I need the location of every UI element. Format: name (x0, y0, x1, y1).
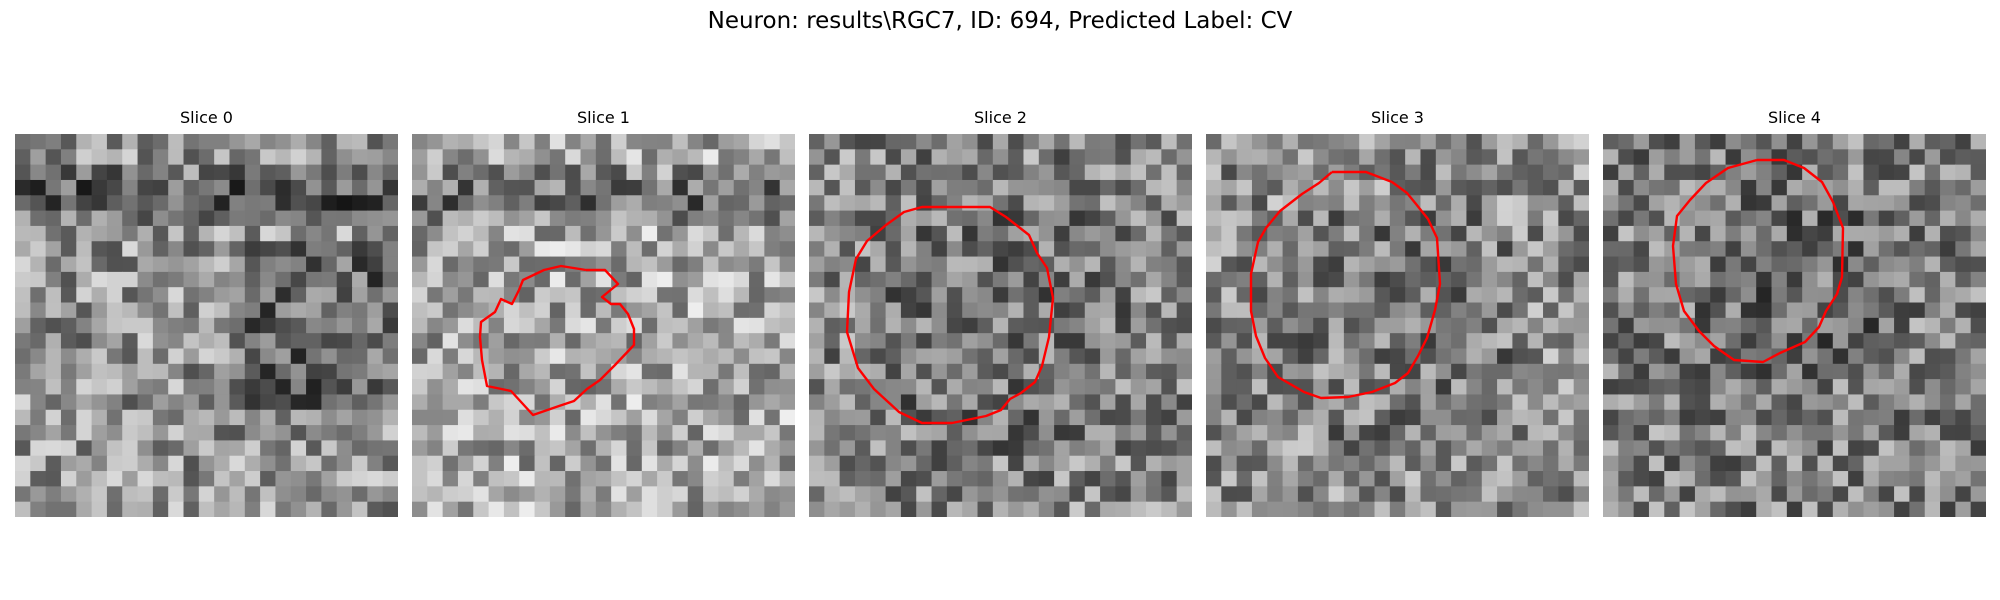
slice-panel-3: Slice 3 (1206, 108, 1589, 517)
slice-image-2 (809, 134, 1192, 517)
segmentation-contour (1671, 158, 1845, 364)
slice-image-4 (1603, 134, 1986, 517)
pixel-grid (1603, 134, 1986, 517)
slice-title-0: Slice 0 (180, 108, 233, 127)
slice-panel-4: Slice 4 (1603, 108, 1986, 517)
slice-title-1: Slice 1 (577, 108, 630, 127)
segmentation-contour (1249, 170, 1442, 400)
pixel-grid (1206, 134, 1589, 517)
pixel-grid (809, 134, 1192, 517)
slice-image-0 (15, 134, 398, 517)
slice-title-4: Slice 4 (1768, 108, 1821, 127)
pixel-grid (412, 134, 795, 517)
slice-panel-1: Slice 1 (412, 108, 795, 517)
slice-image-1 (412, 134, 795, 517)
segmentation-contour (845, 205, 1055, 425)
slice-panel-0: Slice 0 (15, 108, 398, 517)
figure-title: Neuron: results\RGC7, ID: 694, Predicted… (707, 8, 1293, 34)
slice-title-3: Slice 3 (1371, 108, 1424, 127)
slice-title-2: Slice 2 (974, 108, 1027, 127)
slice-panel-2: Slice 2 (809, 108, 1192, 517)
segmentation-contour (478, 264, 636, 417)
pixel-grid (15, 134, 398, 517)
slice-image-3 (1206, 134, 1589, 517)
